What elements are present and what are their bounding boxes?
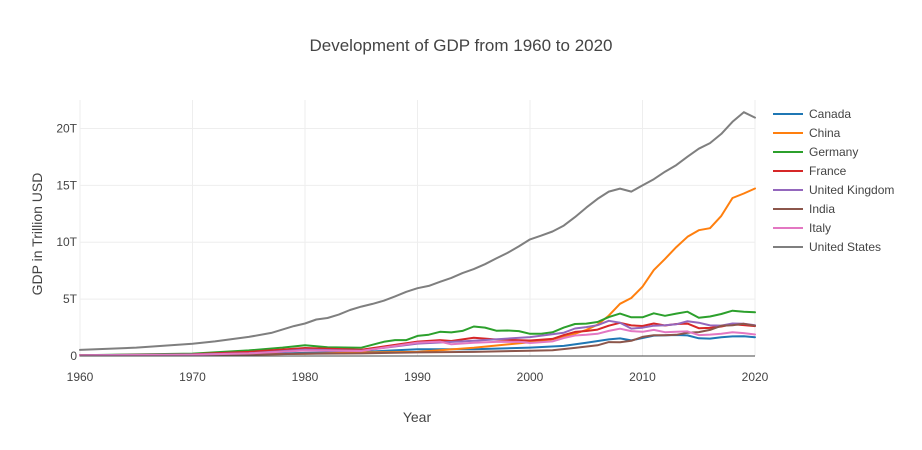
x-tick-label-1970: 1970 — [179, 370, 206, 384]
y-tick-label-5: 5T — [63, 292, 78, 306]
x-tick-label-2020: 2020 — [742, 370, 769, 384]
series-line-germany[interactable] — [79, 309, 756, 357]
y-tick-label-20: 20T — [56, 121, 77, 135]
x-tick-label-1990: 1990 — [404, 370, 431, 384]
y-tick-label-15: 15T — [56, 178, 77, 192]
legend-label-france[interactable]: France — [809, 164, 847, 178]
x-tick-label-2010: 2010 — [629, 370, 656, 384]
legend-label-united-kingdom[interactable]: United Kingdom — [809, 183, 894, 197]
x-tick-label-1980: 1980 — [292, 370, 319, 384]
y-tick-label-10: 10T — [56, 235, 77, 249]
legend-label-united-states[interactable]: United States — [809, 240, 881, 254]
legend-label-india[interactable]: India — [809, 202, 835, 216]
series-line-italy[interactable] — [79, 327, 756, 357]
x-tick-label-2000: 2000 — [517, 370, 544, 384]
chart-title: Development of GDP from 1960 to 2020 — [309, 36, 612, 55]
series-line-united-states[interactable] — [79, 111, 756, 351]
legend-label-germany[interactable]: Germany — [809, 145, 858, 159]
legend-label-italy[interactable]: Italy — [809, 221, 831, 235]
y-tick-label-0: 0 — [70, 349, 77, 363]
y-axis-title: GDP in Trillion USD — [29, 173, 45, 296]
series-line-france[interactable] — [79, 321, 756, 357]
series-line-india[interactable] — [79, 322, 756, 357]
x-axis-title: Year — [403, 409, 432, 425]
legend-label-canada[interactable]: Canada — [809, 107, 851, 121]
x-tick-label-1960: 1960 — [67, 370, 94, 384]
legend-label-china[interactable]: China — [809, 126, 841, 140]
legend: Canada China Germany France United Kingdom In… — [773, 107, 894, 254]
axes: 1960 1970 1980 1990 2000 2010 2020 0 5T 10T 15T 20T — [56, 121, 768, 384]
series-lines — [79, 111, 756, 357]
